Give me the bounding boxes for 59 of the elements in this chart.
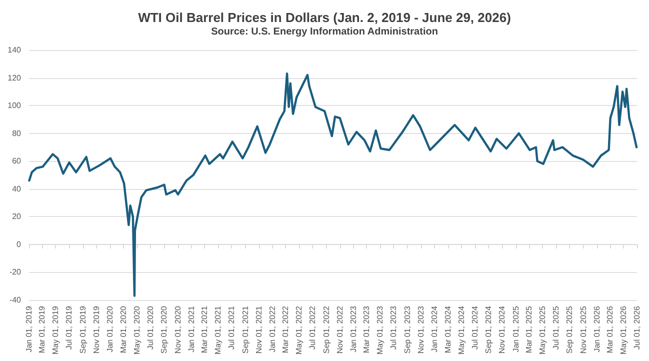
y-tick-label: 100: [8, 101, 22, 110]
x-tick-label: May 01, 2021: [213, 305, 222, 354]
x-tick-label: Nov 01, 2024: [498, 305, 507, 354]
x-tick-label: Jan 01, 2022: [268, 305, 277, 352]
y-tick-label: 80: [12, 128, 22, 138]
x-tick-label: Sep 01, 2022: [322, 305, 331, 354]
y-tick-label: 120: [8, 73, 22, 82]
x-tick-label: Jul 01, 2024: [470, 305, 480, 350]
x-tick-label: Mar 01, 2025: [524, 305, 534, 354]
y-tick-label: -40: [9, 296, 22, 304]
chart-subtitle: Source: U.S. Energy Information Administration: [211, 26, 438, 38]
x-tick-label: Mar 01, 2024: [443, 305, 452, 354]
x-tick-label: Mar 01, 2020: [118, 305, 128, 354]
x-tick-label: Jan 01, 2020: [106, 305, 115, 352]
x-tick-label: May 01, 2020: [132, 305, 142, 354]
x-tick-label: Jul 01, 2021: [227, 305, 236, 350]
x-tick-label: Jul 01, 2022: [308, 305, 318, 350]
x-tick-label: Jul 01, 2023: [389, 305, 398, 350]
x-tick-label: Nov 01, 2023: [416, 305, 426, 354]
line-series: [28, 72, 638, 297]
x-tick-label: Mar 01, 2026: [605, 305, 614, 354]
x-tick-label: Jan 01, 2019: [24, 305, 34, 352]
x-tick-label: May 01, 2023: [376, 305, 385, 354]
y-tick-label: 60: [12, 156, 22, 166]
x-tick-label: Jul 01, 2025: [551, 305, 560, 350]
x-tick-label: Jan 01, 2023: [348, 305, 358, 352]
y-tick-label: 40: [12, 184, 22, 194]
x-tick-label: May 01, 2019: [51, 305, 60, 354]
x-tick-label: Sep 01, 2021: [240, 305, 250, 354]
x-tick-label: Mar 01, 2023: [362, 305, 372, 354]
x-tick-label: Sep 01, 2020: [160, 305, 169, 354]
x-tick-label: Jul 01, 2019: [64, 305, 74, 350]
x-tick-label: Jan 01, 2026: [592, 305, 602, 352]
x-tick-label: Mar 01, 2022: [280, 305, 290, 354]
x-tick-label: Nov 01, 2022: [335, 305, 344, 354]
chart-title: WTI Oil Barrel Prices in Dollars (Jan. 2, 2019 - June 29, 2026): [138, 10, 511, 25]
x-tick-label: May 01, 2025: [538, 305, 547, 354]
x-tick-label: Jul 01, 2020: [146, 305, 155, 350]
x-tick-label: Nov 01, 2019: [92, 305, 102, 354]
x-tick-label: Sep 01, 2023: [402, 305, 412, 354]
x-tick-label: Jan 01, 2021: [186, 305, 196, 352]
y-tick-label: 140: [8, 46, 22, 54]
x-tick-label: Nov 01, 2021: [254, 305, 264, 354]
x-tick-label: Jan 01, 2024: [430, 305, 439, 352]
x-tick-label: Mar 01, 2019: [38, 305, 47, 354]
x-tick-label: Nov 01, 2025: [578, 305, 588, 354]
y-tick-label: 0: [16, 240, 22, 249]
y-tick-label: 20: [12, 212, 22, 222]
x-tick-label: Sep 01, 2025: [565, 305, 574, 354]
x-tick-label: Sep 01, 2024: [484, 305, 494, 354]
x-tick-label: May 01, 2024: [456, 305, 466, 354]
x-tick-label: Jul 01, 2026: [632, 305, 642, 350]
x-tick-label: Mar 01, 2021: [200, 305, 209, 354]
x-tick-label: Sep 01, 2019: [78, 305, 88, 354]
x-tick-label: May 01, 2022: [294, 305, 304, 354]
x-tick-label: Nov 01, 2020: [173, 305, 182, 354]
y-tick-label: -20: [9, 268, 22, 277]
x-tick-label: May 01, 2026: [618, 305, 628, 354]
x-tick-label: Jan 01, 2025: [511, 305, 520, 352]
